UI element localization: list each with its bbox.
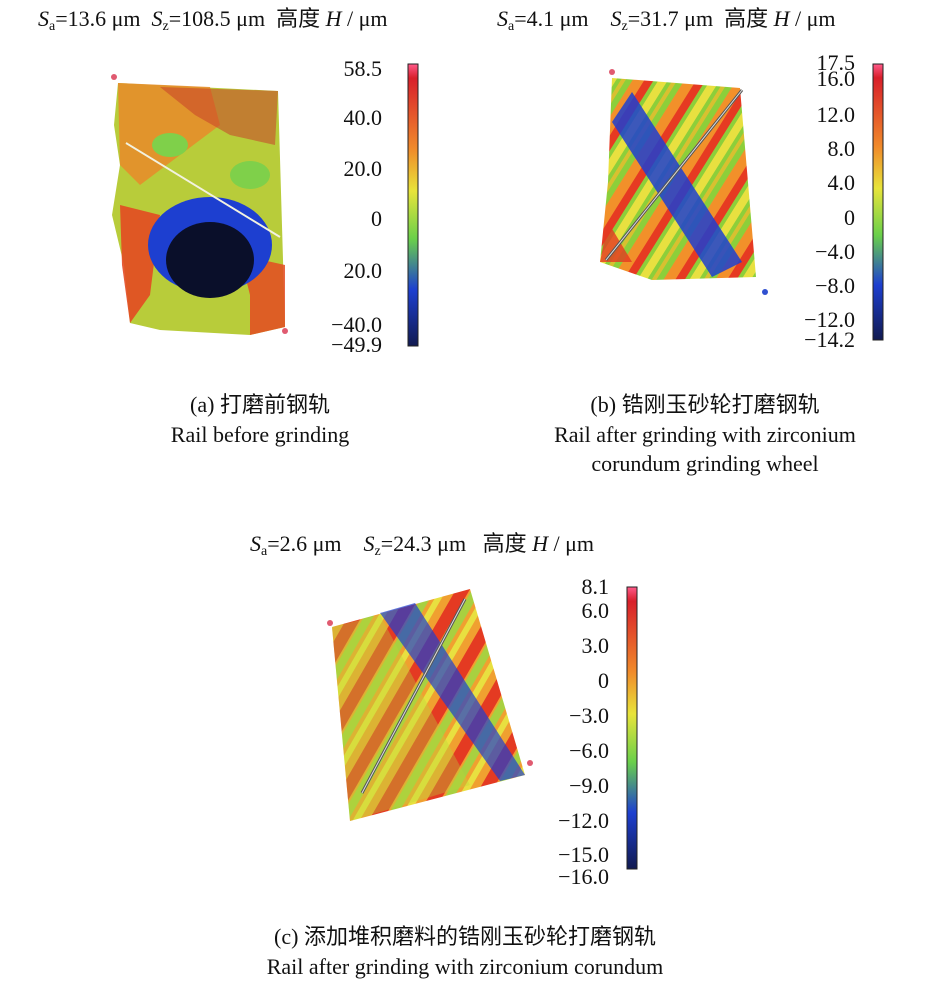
panel-c-tick: 0 (598, 668, 609, 693)
panel-b-caption: (b) 锆刚玉砂轮打磨钢轨 Rail after grinding with z… (480, 390, 930, 479)
panel-a-colorbar (407, 63, 419, 347)
panel-c-tick: −15.0 (558, 842, 609, 867)
panel-a-axis-label: 高度 H / μm (276, 6, 388, 31)
panel-c-tick: −12.0 (558, 808, 609, 833)
panel-b-tick: 0 (844, 205, 855, 230)
panel-b-tick: −12.0 (804, 307, 855, 332)
panel-a-caption-en: Rail before grinding (170, 421, 350, 447)
panel-b-colorbar (872, 63, 884, 341)
panel-a-tick: 20.0 (343, 258, 383, 283)
panel-a-tick: −49.9 (331, 332, 382, 357)
panel-c-tick: −6.0 (569, 738, 609, 763)
panel-c-tick: 3.0 (581, 633, 610, 658)
panel-b-tick: 12.0 (816, 102, 856, 127)
panel-c-colorbar (626, 586, 638, 870)
panel-b-tick: 16.0 (816, 66, 856, 91)
panel-c-tick: 6.0 (581, 598, 610, 623)
panel-c-stats: Sa=2.6 μm Sz=24.3 μm 高度 H / μm (250, 531, 595, 559)
panel-b-tick: −14.2 (804, 327, 855, 352)
panel-b-caption-en: Rail after grinding with zirconium (554, 421, 856, 447)
panel-a-stats: Sa=13.6 μm Sz=108.5 μm 高度 H / μm (38, 6, 388, 34)
panel-c-tick: −16.0 (558, 864, 609, 889)
panel-b-tick: 8.0 (827, 136, 856, 161)
panel-c-tick: −3.0 (569, 703, 609, 728)
panel-a-caption-cn: (a) 打磨前钢轨 (190, 392, 330, 417)
panel-c-tick: 8.1 (581, 574, 610, 599)
panel-a-tick: 20.0 (343, 156, 383, 181)
panel-a-tick: −40.0 (331, 312, 382, 337)
panel-c-axis-label: 高度 H / μm (482, 531, 595, 556)
panel-b-caption-en: corundum grinding wheel (591, 451, 819, 477)
panel-b-tick: 17.5 (816, 50, 856, 75)
panel-c-caption-en: Rail after grinding with zirconium corun… (266, 953, 664, 979)
panel-b-axis-label: 高度 H / μm (724, 6, 836, 31)
panel-a-surface-map (111, 74, 288, 335)
panel-a-tick: 58.5 (343, 56, 383, 81)
panel-b-caption-cn: (b) 锆刚玉砂轮打磨钢轨 (590, 392, 820, 417)
panel-c-caption-cn: (c) 添加堆积磨料的锆刚玉砂轮打磨钢轨 (274, 924, 656, 949)
panel-c-caption: (c) 添加堆积磨料的锆刚玉砂轮打磨钢轨 Rail after grinding… (170, 922, 760, 981)
panel-b-stats: Sa=4.1 μm Sz=31.7 μm 高度 H / μm (497, 6, 836, 34)
panel-b-surface-map (600, 69, 768, 295)
panel-b-tick: −8.0 (815, 273, 855, 298)
panel-a-caption: (a) 打磨前钢轨 Rail before grinding (80, 390, 440, 449)
panel-c-tick: −9.0 (569, 773, 609, 798)
panel-b-tick: −4.0 (815, 239, 855, 264)
panel-c-surface-map (327, 589, 533, 821)
panel-a-tick: 0 (371, 206, 382, 231)
panel-a-tick: 40.0 (343, 105, 383, 130)
panel-b-tick: 4.0 (827, 170, 856, 195)
